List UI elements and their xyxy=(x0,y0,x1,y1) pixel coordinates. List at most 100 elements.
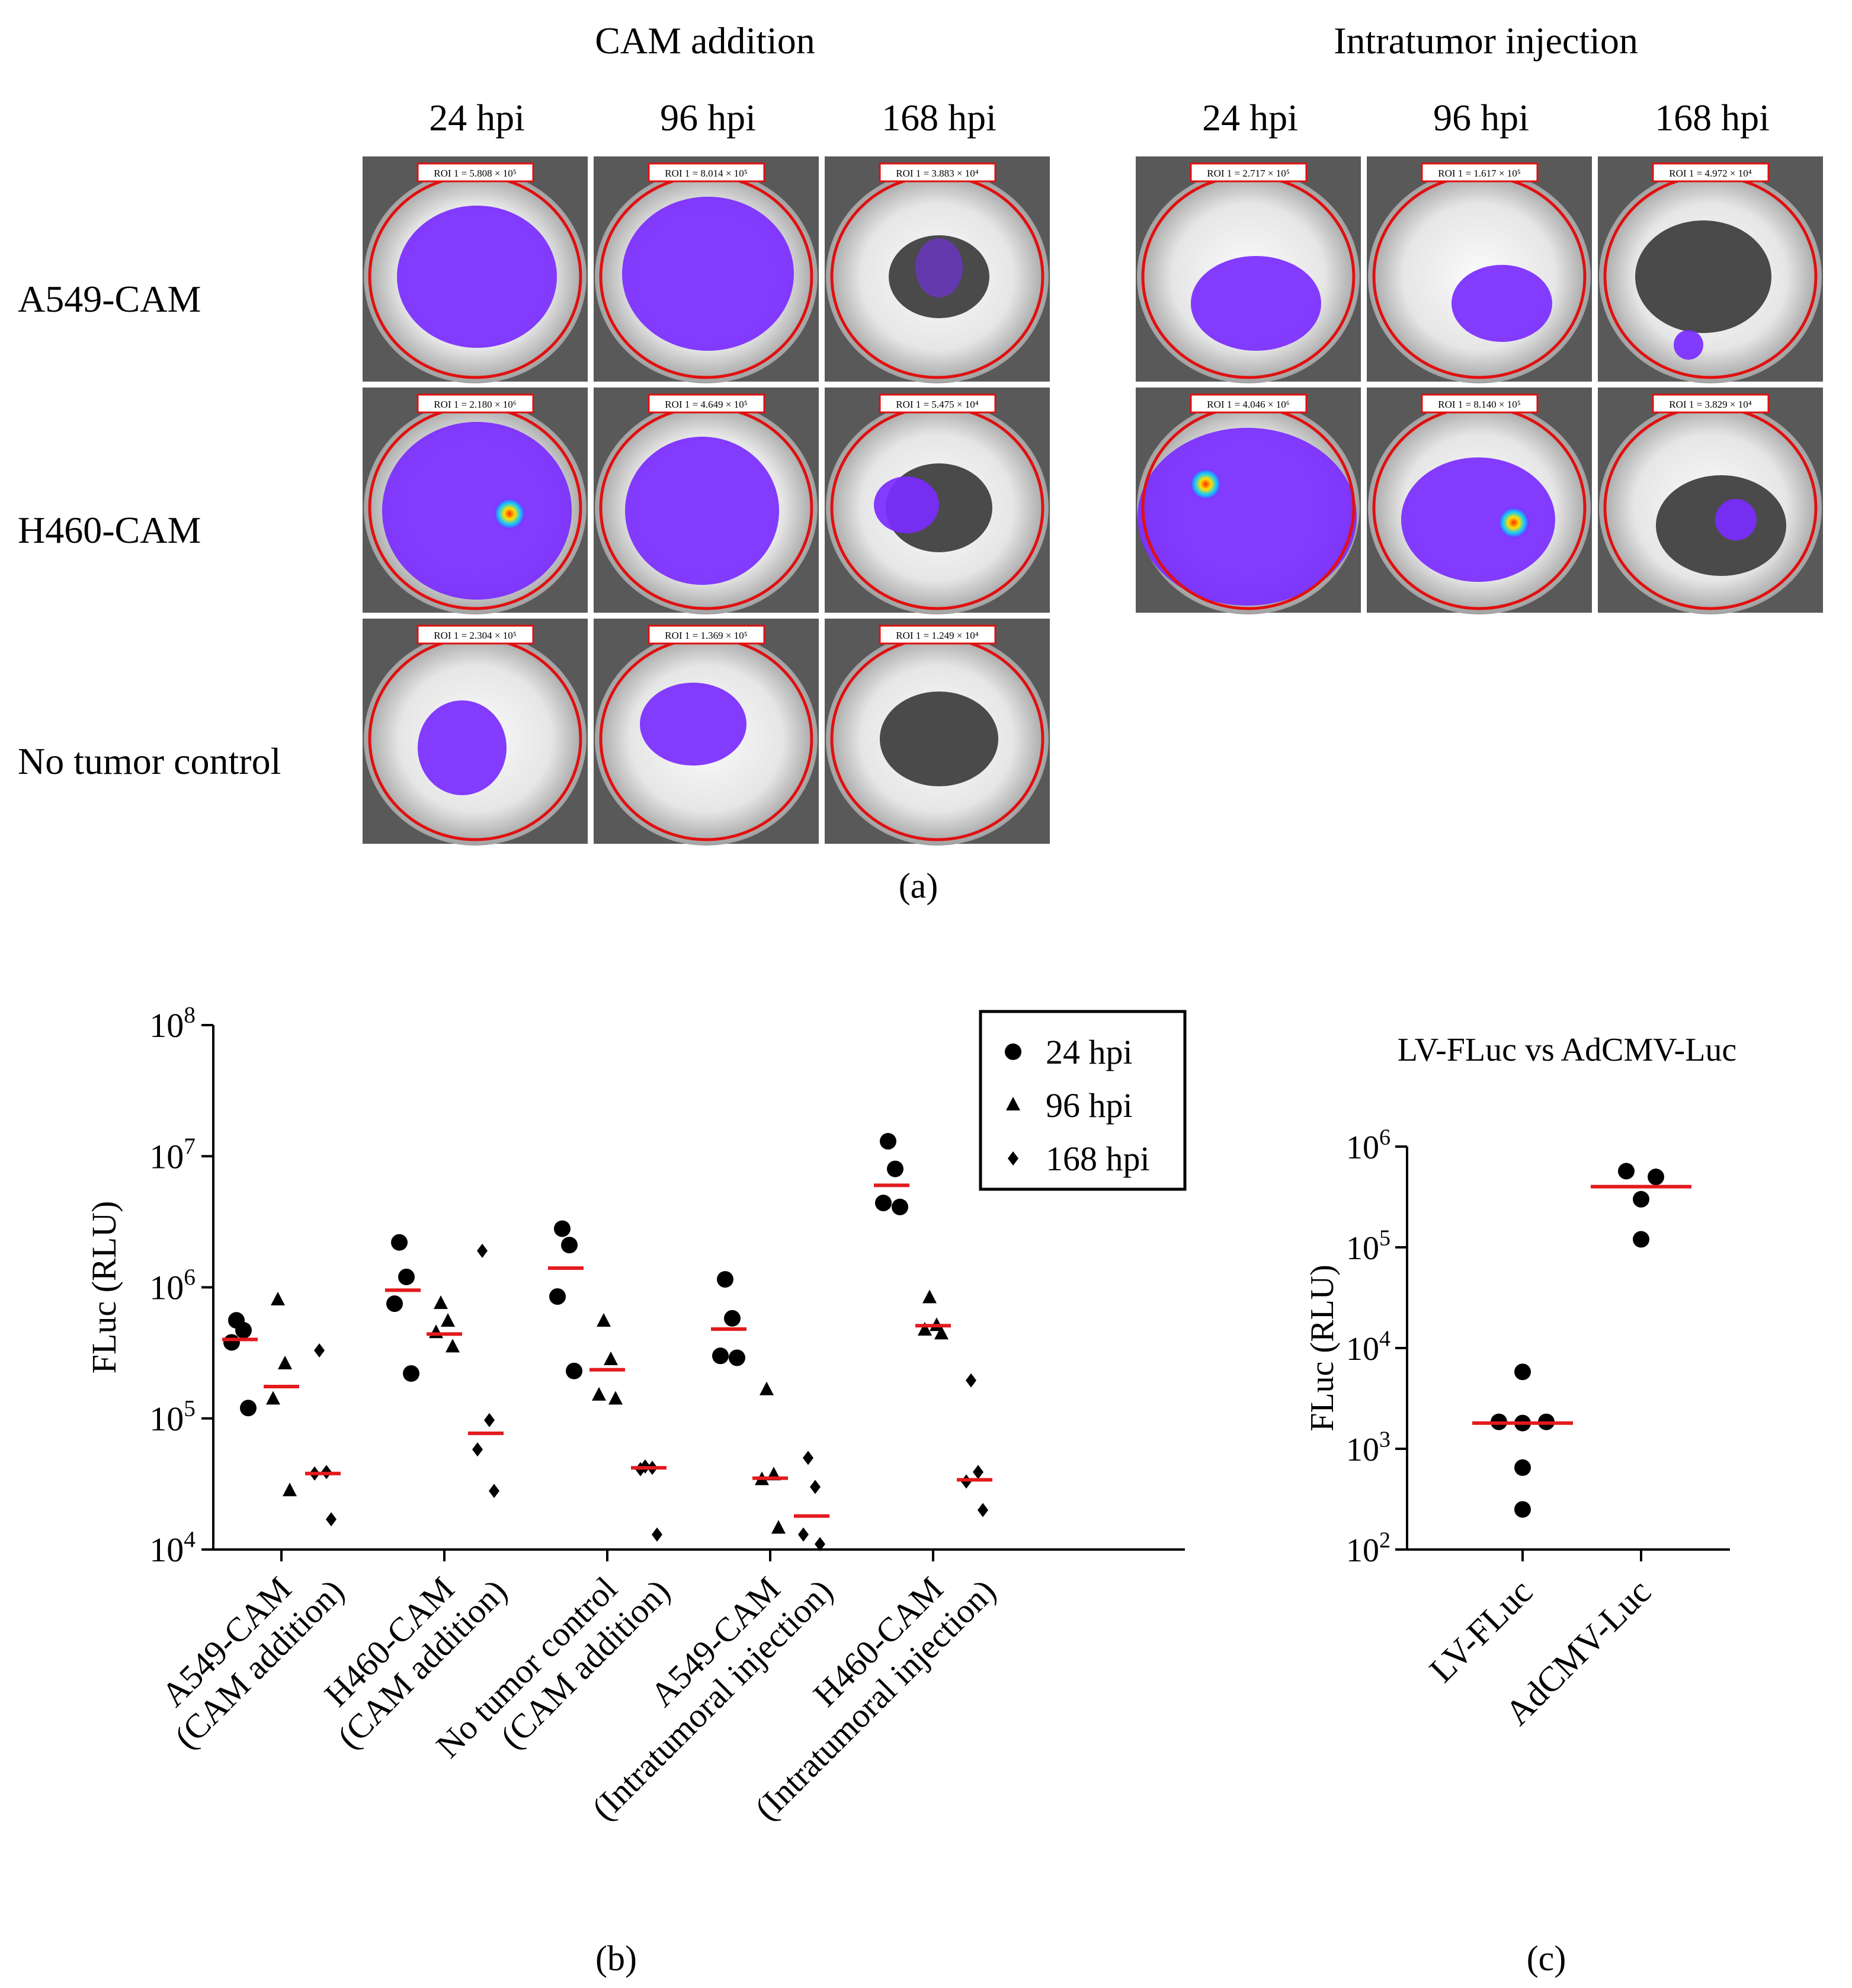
data-point-diamond xyxy=(973,1465,983,1480)
data-point-circle xyxy=(1514,1501,1531,1518)
data-point-diamond xyxy=(815,1536,825,1551)
image-tile-intratumor-injection: ROI 1 = 8.140 × 10⁵ xyxy=(1364,385,1594,615)
roi-label-box xyxy=(648,393,765,414)
image-tile-intratumor-injection: ROI 1 = 2.717 × 10⁵ xyxy=(1133,154,1363,384)
image-tile-cam-addition: ROI 1 = 4.649 × 10⁵ xyxy=(591,385,821,615)
data-point-triangle xyxy=(597,1312,611,1327)
legend-marker-circle xyxy=(1005,1043,1021,1060)
data-point-circle xyxy=(875,1195,892,1212)
data-point-diamond xyxy=(810,1480,821,1494)
image-tile-cam-addition: ROI 1 = 2.180 × 10⁶ xyxy=(360,385,590,615)
data-point-circle xyxy=(729,1349,745,1366)
signal-hotspot xyxy=(1190,469,1221,500)
data-point-triangle xyxy=(608,1391,623,1405)
data-point-triangle xyxy=(434,1295,448,1310)
roi-label-box xyxy=(1421,162,1539,183)
data-point-triangle xyxy=(266,1391,280,1405)
y-axis-label: FLuc (RLU) xyxy=(1304,1264,1341,1432)
data-point-circle xyxy=(240,1400,257,1417)
bioluminescence-signal xyxy=(382,422,572,600)
x-tick-label: LV-FLuc xyxy=(1422,1572,1540,1690)
row-label: A549-CAM xyxy=(18,278,201,320)
time-label-24-hpi: 24 hpi xyxy=(1202,97,1298,139)
data-point-circle xyxy=(235,1322,252,1339)
y-tick-label: 107 xyxy=(149,1133,196,1176)
egg-window xyxy=(880,692,998,786)
roi-label-box xyxy=(648,625,765,645)
bioluminescence-signal xyxy=(1674,330,1703,360)
time-label-96-hpi: 96 hpi xyxy=(1433,97,1529,139)
roi-label: ROI 1 = 2.304 × 10⁵ xyxy=(434,630,516,641)
panel-b-label: (b) xyxy=(595,1939,637,1978)
data-point-diamond xyxy=(966,1373,976,1388)
data-point-triangle xyxy=(771,1520,786,1534)
data-point-triangle xyxy=(271,1291,285,1305)
image-tile-cam-addition: ROI 1 = 3.883 × 10⁴ xyxy=(822,154,1052,384)
roi-label-box xyxy=(879,625,997,645)
data-point-circle xyxy=(566,1362,582,1379)
legend-label: 96 hpi xyxy=(1046,1086,1133,1125)
data-point-circle xyxy=(398,1268,415,1285)
y-tick-label: 102 xyxy=(1346,1528,1390,1569)
bioluminescence-signal xyxy=(1401,457,1555,582)
roi-label: ROI 1 = 8.014 × 10⁵ xyxy=(665,168,747,179)
data-point-circle xyxy=(1514,1363,1531,1381)
data-point-triangle xyxy=(441,1312,455,1327)
bioluminescence-signal xyxy=(915,238,963,297)
time-label-96-hpi: 96 hpi xyxy=(660,97,756,139)
data-point-diamond xyxy=(489,1484,499,1499)
roi-label: ROI 1 = 4.972 × 10⁴ xyxy=(1669,168,1751,179)
data-point-circle xyxy=(1633,1190,1649,1208)
panel-c-label: (c) xyxy=(1527,1939,1566,1978)
bioluminescence-signal xyxy=(418,700,507,795)
data-point-circle xyxy=(549,1288,566,1305)
legend-marker-diamond xyxy=(1008,1151,1018,1166)
panel-a-label: (a) xyxy=(899,866,938,905)
roi-label: ROI 1 = 5.808 × 10⁵ xyxy=(434,168,516,179)
data-point-triangle xyxy=(934,1326,949,1340)
roi-label: ROI 1 = 4.649 × 10⁵ xyxy=(665,399,747,410)
bioluminescence-signal xyxy=(397,206,557,348)
data-point-triangle xyxy=(604,1351,618,1365)
y-tick-label: 104 xyxy=(1346,1326,1390,1368)
image-tile-intratumor-injection: ROI 1 = 4.046 × 10⁶ xyxy=(1133,385,1363,615)
roi-label: ROI 1 = 1.249 × 10⁴ xyxy=(896,630,978,641)
data-point-triangle xyxy=(446,1339,460,1353)
roi-label-box xyxy=(416,625,534,645)
row-label: No tumor control xyxy=(18,740,281,782)
roi-label: ROI 1 = 1.369 × 10⁵ xyxy=(665,630,747,641)
image-tile-cam-addition: ROI 1 = 5.475 × 10⁴ xyxy=(822,385,1052,615)
bioluminescence-signal xyxy=(874,476,939,533)
data-point-triangle xyxy=(918,1322,932,1336)
data-point-circle xyxy=(403,1365,419,1382)
roi-label-box xyxy=(416,393,534,414)
bioluminescence-signal xyxy=(1715,499,1757,540)
y-tick-label: 106 xyxy=(149,1264,196,1307)
data-point-circle xyxy=(724,1310,741,1327)
data-point-circle xyxy=(1633,1231,1649,1248)
roi-label-box xyxy=(879,393,997,414)
y-tick-label: 105 xyxy=(149,1395,196,1438)
roi-label: ROI 1 = 2.180 × 10⁶ xyxy=(434,399,516,410)
row-label: H460-CAM xyxy=(18,509,201,551)
data-point-circle xyxy=(1648,1169,1664,1186)
roi-label: ROI 1 = 2.717 × 10⁵ xyxy=(1207,168,1289,179)
roi-label-box xyxy=(1652,162,1770,183)
data-point-diamond xyxy=(472,1442,483,1457)
image-tile-intratumor-injection: ROI 1 = 1.617 × 10⁵ xyxy=(1364,154,1594,384)
data-point-triangle xyxy=(592,1387,606,1401)
data-point-triangle xyxy=(283,1483,297,1497)
image-tile-cam-addition: ROI 1 = 1.369 × 10⁵ xyxy=(591,616,821,846)
roi-label: ROI 1 = 3.883 × 10⁴ xyxy=(896,168,978,179)
legend-marker-triangle xyxy=(1006,1097,1020,1110)
roi-label-box xyxy=(416,162,534,183)
roi-label: ROI 1 = 8.140 × 10⁵ xyxy=(1438,399,1520,410)
roi-label-box xyxy=(648,162,765,183)
roi-label: ROI 1 = 3.829 × 10⁴ xyxy=(1669,399,1751,410)
data-point-circle xyxy=(880,1133,896,1150)
bioluminescence-signal xyxy=(625,437,779,585)
bioluminescence-signal xyxy=(622,197,794,351)
time-label-168-hpi: 168 hpi xyxy=(1655,97,1770,139)
image-tile-intratumor-injection: ROI 1 = 3.829 × 10⁴ xyxy=(1595,385,1825,615)
